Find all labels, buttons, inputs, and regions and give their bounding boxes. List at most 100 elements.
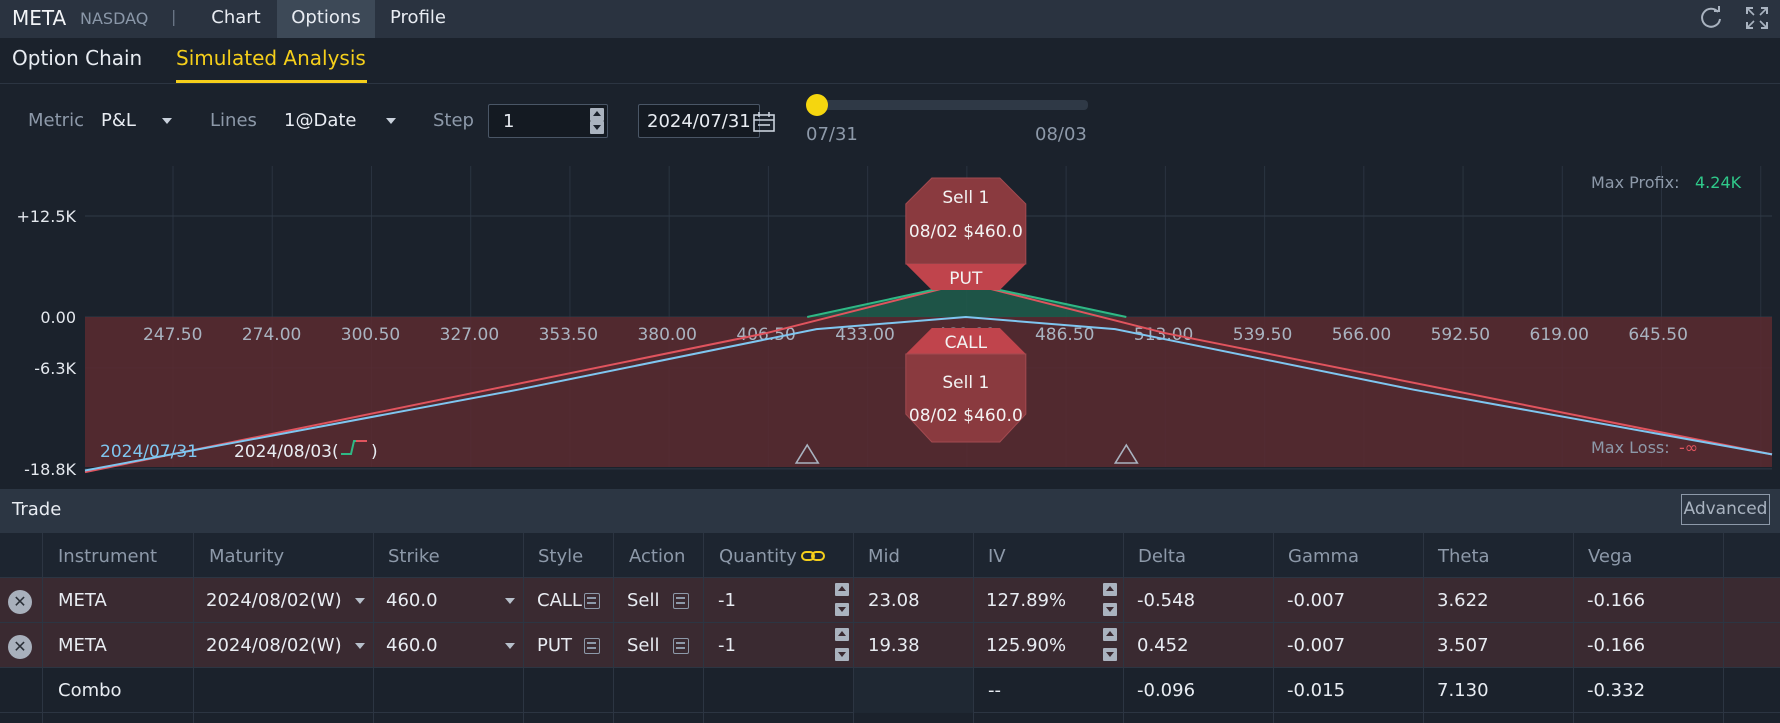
column-divider [1273,533,1274,723]
fullscreen-icon[interactable] [1743,4,1771,32]
cell-action: Sell [627,590,660,611]
quantity-increment-button[interactable] [835,628,849,641]
column-divider [193,533,194,723]
col-iv: IV [988,546,1006,567]
step-value[interactable]: 1 [503,111,515,132]
call-marker-shape [905,353,1027,443]
lines-label: Lines [210,110,257,131]
column-divider [973,533,974,723]
quantity-input[interactable]: -1 [718,590,736,611]
chevron-down-icon[interactable] [505,643,515,649]
chevron-down-icon[interactable] [386,118,396,124]
swap-action-icon[interactable] [673,593,689,609]
swap-action-icon[interactable] [673,638,689,654]
table-row: ✕ META 2024/08/02(W) 460.0 PUT Sell -1 1… [0,623,1780,668]
tab-chart[interactable]: Chart [211,7,261,28]
x-tick-label: 592.50 [1431,325,1490,345]
slider-end-label: 08/03 [1035,124,1087,145]
x-tick-label: 380.00 [637,325,696,345]
quantity-decrement-button[interactable] [835,603,849,616]
y-tick-label: -6.3K [34,359,76,378]
active-tab-underline [176,80,367,83]
step-input[interactable]: 1 [488,104,608,138]
strike-select[interactable]: 460.0 [386,635,438,656]
advanced-button[interactable]: Advanced [1681,494,1770,525]
column-divider [703,533,704,723]
y-tick-label: -18.8K [24,460,76,479]
chevron-down-icon[interactable] [355,598,365,604]
quantity-decrement-button[interactable] [835,648,849,661]
calendar-icon[interactable] [753,112,775,132]
cell-instrument: Combo [58,680,122,701]
date-picker[interactable]: 2024/07/31 [638,104,775,138]
x-tick-label: 566.00 [1332,325,1391,345]
x-tick-label: 247.50 [143,325,202,345]
iv-decrement-button[interactable] [1103,603,1117,616]
max-profit-value: 4.24K [1695,173,1742,192]
metric-select[interactable]: P&L [101,110,136,131]
y-tick-label: 0.00 [40,308,76,327]
col-quantity: Quantity [719,546,797,567]
cell-delta: -0.096 [1137,680,1196,701]
iv-decrement-button[interactable] [1103,648,1117,661]
cell-style: CALL [537,590,582,611]
chevron-down-icon[interactable] [355,643,365,649]
cell-action: Sell [627,635,660,656]
chevron-down-icon[interactable] [505,598,515,604]
chevron-down-icon[interactable] [162,118,172,124]
ticker-symbol: META [12,6,67,30]
date-value[interactable]: 2024/07/31 [647,111,751,132]
remove-leg-button[interactable]: ✕ [8,635,32,659]
col-delta: Delta [1138,546,1187,567]
combo-row: Combo -- -0.096 -0.015 7.130 -0.332 [0,668,1780,713]
legend-2024-07-31: 2024/07/31 [100,442,198,462]
col-vega: Vega [1588,546,1633,567]
separator: | [171,7,177,26]
col-style: Style [538,546,584,567]
remove-leg-button[interactable]: ✕ [8,590,32,614]
legend-2024-08-03: 2024/08/03( [234,442,339,462]
iv-increment-button[interactable] [1103,583,1117,596]
step-increment-button[interactable] [590,108,604,121]
top-bar: META NASDAQ | Chart Options Profile [0,0,1780,38]
y-tick-label: +12.5K [16,207,76,226]
column-divider [523,533,524,723]
put-marker-line2: 08/02 $460.0 [909,222,1023,242]
tab-profile[interactable]: Profile [390,7,446,28]
cell-delta: -0.548 [1137,590,1196,611]
tab-option-chain[interactable]: Option Chain [12,46,143,70]
tab-options[interactable]: Options [277,0,375,38]
refresh-icon[interactable] [1697,4,1725,32]
maturity-select[interactable]: 2024/08/02(W) [206,590,342,611]
exchange-name: NASDAQ [80,9,149,28]
breakeven-triangle-icon [794,443,820,464]
tab-simulated-analysis[interactable]: Simulated Analysis [176,46,366,70]
iv-input[interactable]: 125.90% [986,635,1067,656]
iv-input[interactable]: 127.89% [986,590,1067,611]
col-action: Action [629,546,686,567]
col-maturity: Maturity [209,546,285,567]
strike-select[interactable]: 460.0 [386,590,438,611]
column-divider [613,533,614,723]
max-loss-label: Max Loss: [1591,438,1670,457]
lines-select[interactable]: 1@Date [284,110,357,131]
iv-increment-button[interactable] [1103,628,1117,641]
quantity-increment-button[interactable] [835,583,849,596]
column-divider [853,533,854,723]
step-decrement-button[interactable] [590,121,604,134]
trade-title: Trade [12,499,62,520]
date-slider-track[interactable] [808,100,1088,110]
x-tick-label: 513.00 [1134,325,1193,345]
swap-style-icon[interactable] [584,593,600,609]
max-profit-label: Max Profix: [1591,173,1679,192]
link-icon[interactable] [801,549,825,563]
legend-close-paren: ) [371,442,378,462]
quantity-input[interactable]: -1 [718,635,736,656]
date-slider-handle[interactable] [806,94,828,116]
maturity-select[interactable]: 2024/08/02(W) [206,635,342,656]
call-marker: CALL Sell 1 08/02 $460.0 [905,328,1027,443]
combo-mid-cell [853,668,973,713]
col-mid: Mid [868,546,900,567]
swap-style-icon[interactable] [584,638,600,654]
x-tick-label: 539.50 [1233,325,1292,345]
